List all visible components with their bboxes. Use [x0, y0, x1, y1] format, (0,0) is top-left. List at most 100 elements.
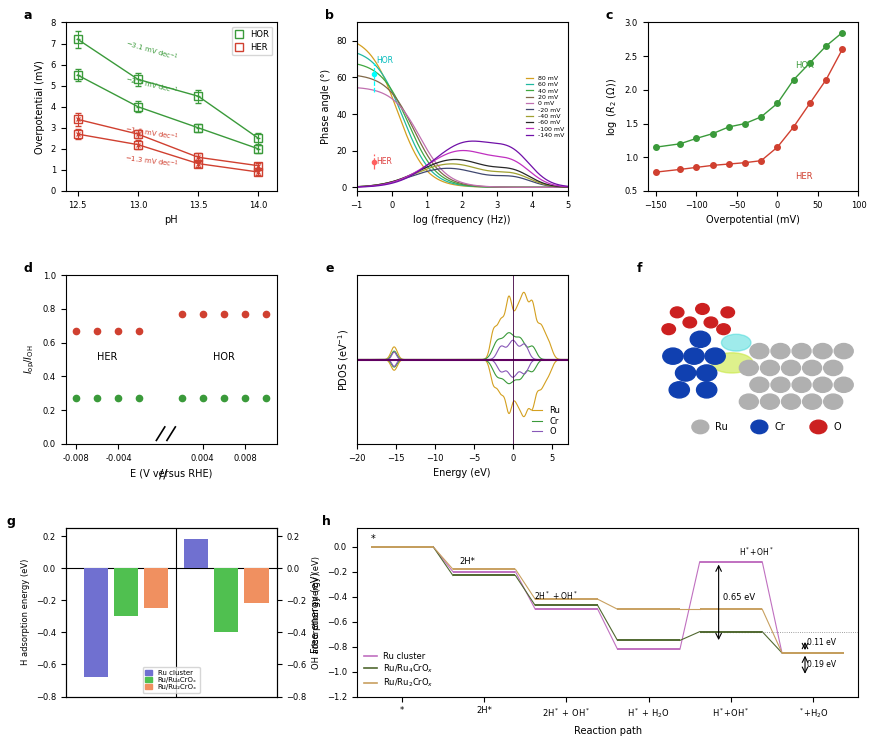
Text: HOR: HOR [213, 351, 235, 362]
Circle shape [810, 420, 827, 434]
0 mV [512, 183, 522, 192]
20 mV [533, 183, 543, 192]
-40 mV [447, 160, 457, 169]
Ru [351, 355, 362, 364]
Text: 0.11 eV: 0.11 eV [807, 638, 836, 647]
Text: HOR: HOR [376, 55, 393, 64]
-20 mV [512, 172, 522, 181]
-100 mV [512, 157, 522, 166]
80 mV [479, 183, 490, 192]
Text: *: * [371, 534, 376, 544]
-20 mV [474, 169, 484, 178]
Line: 60 mV: 60 mV [357, 53, 568, 187]
-140 mV [512, 147, 522, 156]
Text: HOR: HOR [795, 61, 814, 70]
60 mV [485, 183, 496, 192]
40 mV [479, 182, 490, 191]
Line: 40 mV: 40 mV [357, 64, 568, 187]
O [351, 355, 362, 364]
-60 mV [512, 166, 522, 175]
-140 mV [533, 169, 544, 178]
Bar [215, 568, 238, 632]
Ru [497, 313, 507, 322]
-140 mV [480, 138, 491, 147]
Bar [84, 568, 108, 677]
Circle shape [690, 331, 710, 348]
Circle shape [721, 307, 734, 318]
X-axis label: Energy (eV): Energy (eV) [434, 468, 491, 478]
Text: Cr: Cr [774, 422, 785, 432]
Circle shape [683, 317, 696, 328]
Text: e: e [325, 262, 334, 275]
Line: -100 mV: -100 mV [357, 151, 568, 187]
Text: c: c [605, 9, 613, 22]
Text: $-2.5\ \mathrm{mV\ dec^{-1}}$: $-2.5\ \mathrm{mV\ dec^{-1}}$ [124, 74, 180, 97]
20 mV [485, 182, 496, 191]
-60 mV [474, 160, 484, 169]
Ru [562, 355, 573, 364]
-100 mV [486, 151, 497, 160]
Circle shape [781, 360, 801, 375]
20 mV [364, 74, 375, 83]
Text: h: h [321, 515, 330, 528]
-60 mV [562, 183, 573, 192]
Line: 0 mV: 0 mV [357, 88, 568, 187]
O [516, 341, 526, 350]
Circle shape [802, 394, 822, 409]
Circle shape [675, 365, 696, 381]
-140 mV [351, 183, 362, 192]
Text: 0.65 eV: 0.65 eV [723, 593, 755, 602]
-20 mV [562, 183, 573, 192]
-60 mV [486, 162, 497, 171]
Text: g: g [7, 515, 16, 528]
-20 mV [443, 164, 454, 173]
Y-axis label: $\log\ (R_2\ (\Omega))$: $\log\ (R_2\ (\Omega))$ [605, 78, 619, 136]
Text: $-3.1\ \mathrm{mV\ dec^{-1}}$: $-3.1\ \mathrm{mV\ dec^{-1}}$ [124, 38, 179, 64]
Text: HER: HER [376, 157, 392, 166]
-40 mV [512, 169, 522, 178]
-40 mV [480, 166, 491, 175]
Circle shape [696, 382, 717, 398]
O [373, 355, 384, 364]
Circle shape [705, 348, 725, 364]
-40 mV [562, 183, 573, 192]
Circle shape [813, 344, 832, 359]
Cr [444, 355, 455, 364]
Text: 0.19 eV: 0.19 eV [807, 660, 836, 669]
40 mV [562, 183, 573, 192]
40 mV [512, 183, 522, 192]
80 mV [533, 183, 543, 192]
0 mV [533, 183, 543, 192]
Circle shape [751, 420, 768, 434]
Circle shape [750, 377, 769, 392]
Line: -40 mV: -40 mV [357, 164, 568, 187]
0 mV [474, 181, 484, 190]
Text: HER: HER [795, 172, 813, 181]
20 mV [479, 182, 490, 191]
Bar [155, 275, 176, 443]
-60 mV [480, 161, 491, 170]
-100 mV [562, 182, 573, 191]
Legend: Ru cluster, Ru/Ru₄CrOₓ, Ru/Ru₂CrOₓ: Ru cluster, Ru/Ru₄CrOₓ, Ru/Ru₂CrOₓ [143, 667, 200, 693]
Circle shape [802, 360, 822, 375]
60 mV [533, 183, 543, 192]
80 mV [485, 183, 496, 192]
-20 mV [480, 170, 491, 179]
Circle shape [760, 360, 780, 375]
Ru [436, 355, 447, 364]
O [562, 355, 573, 364]
20 mV [562, 183, 573, 192]
Line: Ru: Ru [357, 292, 568, 360]
Cr [516, 334, 526, 343]
40 mV [351, 59, 362, 68]
-140 mV [364, 182, 375, 191]
-40 mV [533, 178, 544, 187]
O [497, 342, 507, 351]
O [444, 355, 455, 364]
Text: 2H*: 2H* [460, 557, 476, 566]
Cr [520, 341, 531, 350]
Legend: Ru, Cr, O: Ru, Cr, O [529, 403, 563, 440]
Bar [184, 539, 208, 568]
Bar [244, 568, 269, 604]
Circle shape [663, 348, 683, 364]
